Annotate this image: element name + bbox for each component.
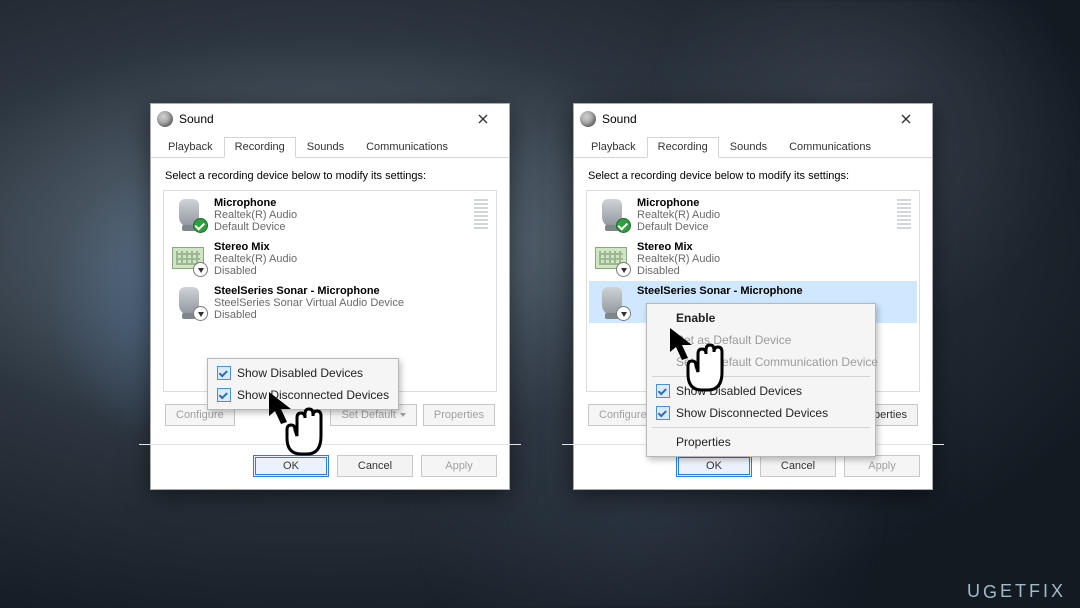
microphone-icon (595, 285, 629, 319)
menu-item-properties[interactable]: Properties (650, 431, 872, 453)
dialog-footer: OK Cancel Apply (151, 445, 509, 489)
device-driver: Realtek(R) Audio (214, 209, 297, 221)
cursor-icon (269, 392, 323, 464)
device-status: Default Device (637, 221, 720, 233)
stereo-mix-icon (172, 241, 206, 275)
device-row[interactable]: Stereo Mix Realtek(R) Audio Disabled (589, 237, 917, 281)
microphone-icon (172, 197, 206, 231)
tab-playback[interactable]: Playback (157, 137, 224, 157)
menu-item-show-disconnected[interactable]: Show Disconnected Devices (650, 402, 872, 424)
menu-item-show-disabled[interactable]: Show Disabled Devices (211, 362, 395, 384)
tab-playback[interactable]: Playback (580, 137, 647, 157)
apply-button[interactable]: Apply (844, 455, 920, 477)
sound-icon (157, 111, 173, 127)
watermark: UGETFIX (967, 581, 1066, 602)
level-meter (897, 197, 911, 231)
instruction-text: Select a recording device below to modif… (165, 170, 497, 182)
check-icon (217, 366, 231, 380)
check-icon (217, 388, 231, 402)
ok-button[interactable]: OK (676, 455, 752, 477)
device-name: Stereo Mix (637, 241, 720, 253)
tab-strip: Playback Recording Sounds Communications (574, 134, 932, 158)
sound-dialog-left: Sound Playback Recording Sounds Communic… (150, 103, 510, 490)
device-status: Disabled (214, 309, 404, 321)
sound-icon (580, 111, 596, 127)
device-row[interactable]: SteelSeries Sonar - Microphone SteelSeri… (166, 281, 494, 325)
device-driver: Realtek(R) Audio (637, 209, 720, 221)
check-icon (656, 406, 670, 420)
microphone-icon (595, 197, 629, 231)
device-status: Default Device (214, 221, 297, 233)
cursor-icon (670, 328, 724, 400)
device-driver: Realtek(R) Audio (637, 253, 720, 265)
tab-sounds[interactable]: Sounds (719, 137, 778, 157)
device-name: SteelSeries Sonar - Microphone (637, 285, 803, 297)
device-status: Disabled (637, 265, 720, 277)
check-icon (656, 384, 670, 398)
tab-strip: Playback Recording Sounds Communications (151, 134, 509, 158)
tab-recording[interactable]: Recording (647, 137, 719, 158)
device-status: Disabled (214, 265, 297, 277)
device-row[interactable]: Microphone Realtek(R) Audio Default Devi… (166, 193, 494, 237)
level-meter (474, 197, 488, 231)
window-title: Sound (179, 112, 463, 126)
device-row[interactable]: Microphone Realtek(R) Audio Default Devi… (589, 193, 917, 237)
device-name: Stereo Mix (214, 241, 297, 253)
titlebar[interactable]: Sound (151, 104, 509, 134)
menu-item-enable[interactable]: Enable (650, 307, 872, 329)
menu-separator (652, 427, 870, 428)
cancel-button[interactable]: Cancel (337, 455, 413, 477)
device-name: Microphone (637, 197, 720, 209)
cancel-button[interactable]: Cancel (760, 455, 836, 477)
tab-communications[interactable]: Communications (778, 137, 882, 157)
tab-recording[interactable]: Recording (224, 137, 296, 158)
stereo-mix-icon (595, 241, 629, 275)
device-row[interactable]: Stereo Mix Realtek(R) Audio Disabled (166, 237, 494, 281)
close-icon[interactable] (886, 107, 926, 131)
close-icon[interactable] (463, 107, 503, 131)
titlebar[interactable]: Sound (574, 104, 932, 134)
chevron-down-icon (400, 413, 406, 417)
tab-communications[interactable]: Communications (355, 137, 459, 157)
device-name: SteelSeries Sonar - Microphone (214, 285, 404, 297)
apply-button[interactable]: Apply (421, 455, 497, 477)
tab-sounds[interactable]: Sounds (296, 137, 355, 157)
device-driver: SteelSeries Sonar Virtual Audio Device (214, 297, 404, 309)
microphone-icon (172, 285, 206, 319)
properties-button[interactable]: Properties (423, 404, 495, 426)
window-title: Sound (602, 112, 886, 126)
device-driver: Realtek(R) Audio (214, 253, 297, 265)
device-name: Microphone (214, 197, 297, 209)
instruction-text: Select a recording device below to modif… (588, 170, 920, 182)
sound-dialog-right: Sound Playback Recording Sounds Communic… (573, 103, 933, 490)
